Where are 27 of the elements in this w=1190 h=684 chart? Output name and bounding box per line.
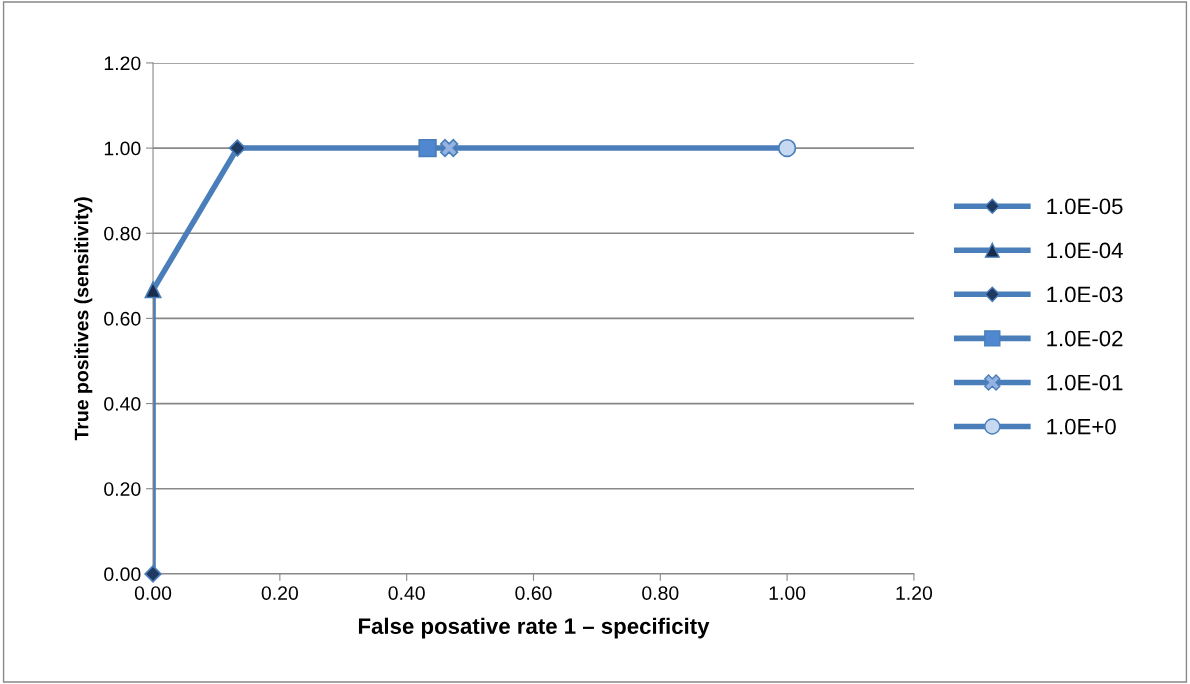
legend-label: 1.0E-05 (1047, 198, 1123, 215)
x-tick-label: 0.20 (261, 586, 299, 600)
x-tick-label: 0.00 (134, 586, 172, 600)
point (144, 565, 162, 583)
legend-label: 1.0E-01 (1047, 374, 1123, 391)
x-tick-label: 0.60 (515, 586, 552, 600)
y-tick-label: 0.40 (104, 397, 141, 411)
x-tick-label: 0.40 (388, 586, 425, 600)
legend-label: 1.0E-03 (1047, 286, 1123, 303)
x-tick-label: 1.00 (769, 586, 806, 600)
legend-label: 1.0E-04 (1047, 242, 1123, 259)
x-tick-label: 0.80 (642, 586, 679, 600)
point (418, 138, 437, 158)
y-tick-label: 1.00 (104, 141, 141, 156)
x-axis-title: False posative rate 1 – specificity (358, 617, 710, 639)
y-tick-label: 0.00 (104, 567, 141, 582)
y-axis-title: True positives (sensitivity) (74, 197, 93, 441)
y-tick-label: 0.60 (104, 311, 141, 326)
point (439, 138, 459, 158)
y-tick-label: 0.20 (104, 482, 141, 496)
y-tick-label: 1.20 (104, 56, 141, 71)
x-tick-label: 1.20 (896, 586, 933, 600)
legend-label: 1.0E+0 (1047, 418, 1116, 435)
point (144, 281, 162, 299)
point (777, 138, 797, 158)
legend-label: 1.0E-02 (1047, 330, 1123, 347)
y-tick-label: 0.80 (104, 226, 141, 241)
